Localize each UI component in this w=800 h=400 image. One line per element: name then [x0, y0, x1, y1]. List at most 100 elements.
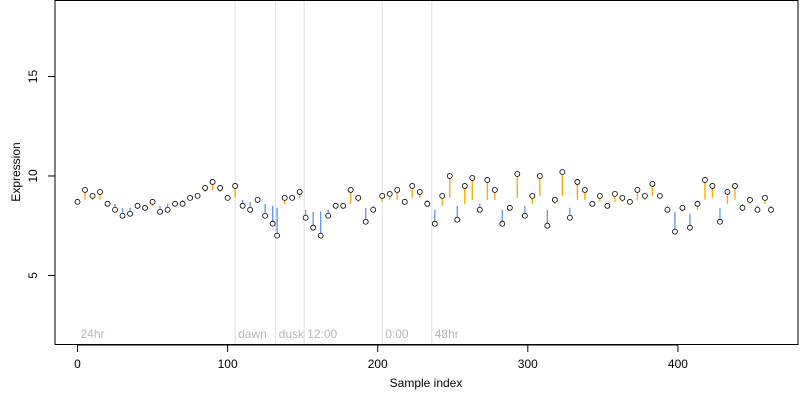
data-point	[431, 220, 438, 227]
data-point	[89, 192, 96, 199]
data-point	[157, 208, 163, 215]
data-point	[544, 222, 551, 229]
data-point	[224, 194, 231, 201]
phase-markers: 24hr dawn dusk 12:00 0:00 48hr	[81, 1, 459, 345]
data-point	[232, 183, 239, 189]
data-point	[289, 194, 296, 201]
x-tick-label: 400	[668, 357, 688, 371]
data-point	[566, 214, 573, 221]
x-tick-label: 100	[218, 357, 238, 371]
x-tick-label: 0	[74, 357, 81, 371]
data-point	[296, 188, 303, 195]
data-point	[694, 200, 701, 207]
data-point	[574, 179, 581, 185]
phase-label: 12:00	[307, 327, 337, 341]
data-point	[370, 206, 377, 213]
data-point	[484, 177, 491, 183]
data-point	[687, 224, 693, 231]
y-tick-label: 5	[26, 272, 40, 279]
data-point	[325, 212, 332, 219]
data-point	[217, 185, 224, 191]
data-point	[401, 198, 408, 205]
data-point	[164, 206, 171, 213]
data-point	[274, 232, 281, 239]
phase-label: dusk	[279, 327, 305, 341]
data-point	[254, 196, 261, 203]
data-point	[149, 198, 156, 205]
plot-frame	[54, 0, 799, 345]
y-tick-label: 15	[26, 70, 40, 84]
axes: 0 100 200 300 400 5 10 15	[26, 70, 688, 371]
data-point	[717, 218, 723, 225]
phase-label: 48hr	[435, 327, 459, 341]
data-point	[469, 175, 476, 181]
data-point	[379, 192, 386, 199]
data-point	[657, 192, 663, 199]
data-point	[739, 204, 746, 211]
data-point	[604, 202, 611, 209]
data-point	[702, 177, 708, 183]
y-tick-label: 10	[26, 169, 40, 183]
data-point	[649, 181, 656, 187]
data-point	[340, 202, 347, 209]
data-point	[424, 200, 431, 207]
data-point	[281, 194, 288, 201]
data-point	[634, 187, 641, 193]
data-point	[119, 212, 126, 219]
data-point	[672, 228, 678, 235]
data-point	[439, 192, 446, 199]
x-tick-label: 300	[518, 357, 538, 371]
data-point	[194, 192, 201, 199]
data-point	[134, 202, 141, 209]
data-point	[179, 200, 186, 207]
data-point	[762, 194, 768, 201]
data-point	[709, 183, 716, 189]
data-point	[104, 200, 111, 207]
data-point	[310, 224, 317, 231]
data-point	[394, 187, 401, 193]
x-axis-title: Sample index	[390, 376, 463, 390]
data-point	[679, 204, 686, 211]
data-point	[641, 192, 648, 199]
data-point	[596, 192, 603, 199]
data-point	[74, 198, 81, 205]
data-point	[416, 188, 423, 195]
data-point	[589, 200, 596, 207]
data-point	[499, 220, 506, 227]
data-point	[664, 206, 671, 213]
data-point	[187, 194, 193, 201]
data-point	[521, 212, 528, 219]
data-point	[97, 188, 103, 195]
data-point	[409, 183, 416, 189]
data-point	[202, 185, 209, 191]
data-point	[262, 212, 269, 219]
data-point	[626, 198, 633, 205]
data-point	[476, 206, 483, 213]
data-point	[768, 206, 774, 213]
data-point	[551, 196, 558, 203]
data-point	[112, 206, 118, 213]
phase-label: 0:00	[385, 327, 409, 341]
data-point	[724, 188, 731, 195]
data-point	[514, 171, 521, 177]
data-point	[747, 196, 753, 203]
phase-label: 24hr	[81, 327, 105, 341]
data-point	[355, 194, 362, 201]
data-point	[754, 206, 761, 213]
data-point	[446, 173, 453, 179]
data-point	[332, 202, 339, 209]
data-point	[347, 187, 354, 193]
data-point	[491, 187, 498, 193]
data-point	[619, 194, 626, 201]
data-point	[302, 214, 309, 221]
data-point	[386, 190, 393, 197]
data-point	[611, 190, 618, 197]
data-point	[362, 218, 369, 225]
data-point	[454, 216, 461, 223]
data-point	[559, 169, 566, 175]
data-point	[142, 204, 148, 211]
data-point	[247, 206, 254, 213]
data-points	[74, 169, 774, 239]
data-point	[82, 187, 88, 193]
